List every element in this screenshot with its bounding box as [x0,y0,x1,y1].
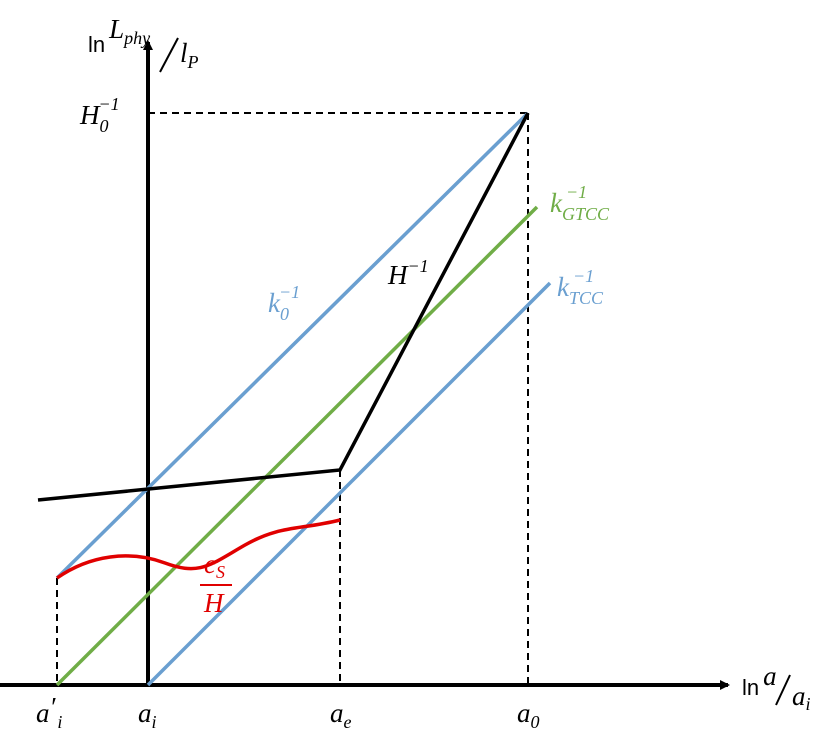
x-axis-label-den: ai [792,681,811,714]
k0-label: k0−1 [268,282,300,324]
tick-ai-prime: a′ i [36,692,62,732]
gtcc-label: kGTCC [550,188,610,224]
sound-label-den: H [203,588,225,618]
hubble-label: H−1 [387,256,429,290]
num-sub: phy [122,28,150,48]
gtcc-line [55,205,539,687]
sub: 0 [531,712,540,732]
sound-label-num: cS [204,549,225,582]
tcc-sup: −1 [573,266,594,286]
sub: GTCC [562,204,610,224]
sup: −1 [99,94,120,114]
num: a [763,661,777,691]
num-sub: S [216,562,225,582]
sub: TCC [569,288,604,308]
tick-ai: ai [138,698,157,732]
base: k [557,272,570,302]
num: c [204,549,216,579]
base: k [268,288,281,318]
num: L [108,14,124,44]
den-sub: i [806,694,811,714]
sup: −1 [408,256,429,276]
ln: ln [88,32,105,57]
x-axis-label: ln a [742,661,777,700]
den-sub: P [187,52,199,72]
base: H [79,100,101,130]
slash [159,37,179,73]
base: a [36,698,50,728]
hubble-today-label: H0−1 [79,94,120,136]
y-axis-label: lnLphy [88,14,150,57]
tick-a0: a0 [517,698,540,732]
k0-line [55,111,530,580]
sub: 0 [100,116,109,136]
sub: i [152,712,157,732]
tcc-line [146,281,552,687]
ln: ln [742,675,759,700]
sound-horizon-curve [56,518,341,580]
base: k [550,188,563,218]
prime: ′ [50,692,57,722]
base: H [387,260,409,290]
base: a [330,698,344,728]
tick-ae: ae [330,698,352,732]
sub: i [57,712,62,732]
sup: −1 [279,282,300,302]
slash [775,674,791,706]
tcc-label: kTCC [557,272,604,308]
sub: 0 [280,304,289,324]
base: a [517,698,531,728]
gtcc-sup: −1 [566,182,587,202]
base: a [138,698,152,728]
den: l [180,38,188,68]
sub: e [344,712,352,732]
guides [56,112,529,685]
hubble-line [37,112,530,502]
y-axis-label-den: lP [180,38,199,72]
den: a [792,681,806,711]
